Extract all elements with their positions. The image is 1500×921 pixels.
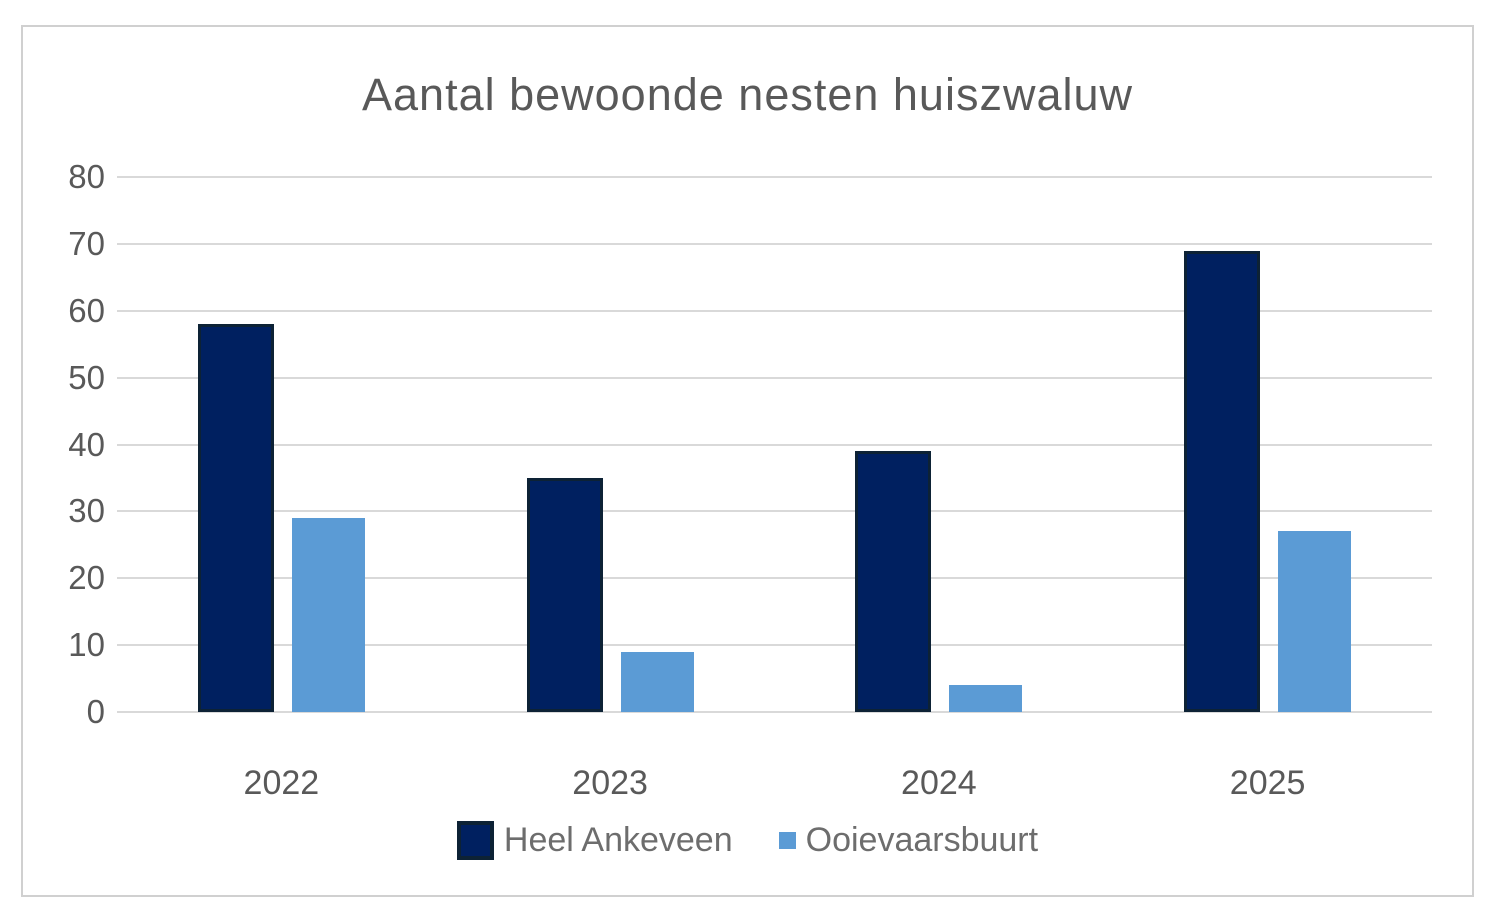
legend-swatch-icon (456, 820, 494, 860)
bar-group-2025 (1103, 177, 1432, 712)
chart-title: Aantal bewoonde nesten huiszwaluw (362, 69, 1133, 120)
legend-label: Ooievaarsbuurt (805, 821, 1039, 859)
bar-2022-heel-ankeveen (197, 324, 274, 712)
bar-group-2024 (775, 177, 1104, 712)
bar-groups (117, 177, 1432, 712)
legend-swatch-icon (778, 831, 796, 849)
bar-2023-ooievaarsbuurt (620, 651, 694, 712)
x-axis: 2022 2023 2024 2025 (117, 742, 1432, 803)
x-tick-label-2023: 2023 (572, 764, 648, 802)
legend-label: Heel Ankeveen (503, 821, 733, 859)
gridline (117, 711, 1432, 713)
legend-item-ooievaarsbuurt: Ooievaarsbuurt (778, 820, 1039, 860)
y-tick-label: 30 (68, 492, 105, 530)
y-tick-label: 50 (68, 358, 105, 396)
y-tick-label: 70 (68, 224, 105, 262)
gridline (117, 176, 1432, 178)
y-tick-label: 40 (68, 425, 105, 463)
legend: Heel Ankeveen Ooievaarsbuurt (23, 815, 1472, 865)
bar-group-2023 (446, 177, 775, 712)
y-tick-label: 80 (68, 158, 105, 195)
x-tick-label-2022: 2022 (243, 764, 320, 802)
x-tick-label-2024: 2024 (901, 764, 977, 802)
bar-group-2022 (117, 177, 446, 712)
gridline (117, 376, 1432, 379)
plot-area (117, 176, 1432, 713)
legend-item-heel-ankeveen: Heel Ankeveen (456, 820, 733, 860)
gridline (117, 577, 1432, 580)
x-tick-label-2025: 2025 (1229, 764, 1306, 802)
y-axis: 0 10 20 30 40 50 60 70 80 (23, 160, 105, 728)
gridline (117, 644, 1432, 647)
bar-2024-heel-ankeveen (855, 451, 932, 712)
bar-2025-heel-ankeveen (1184, 250, 1261, 712)
gridline (117, 309, 1432, 312)
gridline (117, 443, 1432, 446)
bar-2022-ooievaarsbuurt (291, 518, 365, 712)
gridline (117, 510, 1432, 513)
y-tick-label: 20 (68, 559, 105, 597)
gridline (117, 242, 1432, 245)
y-tick-label: 0 (86, 693, 105, 730)
bar-2023-heel-ankeveen (526, 477, 603, 712)
bar-2024-ooievaarsbuurt (949, 685, 1023, 712)
bar-2025-ooievaarsbuurt (1278, 531, 1352, 712)
y-tick-label: 60 (68, 291, 105, 329)
y-tick-label: 10 (68, 626, 105, 664)
chart-frame: Aantal bewoonde nesten huiszwaluw 0 10 20 3… (21, 25, 1474, 897)
